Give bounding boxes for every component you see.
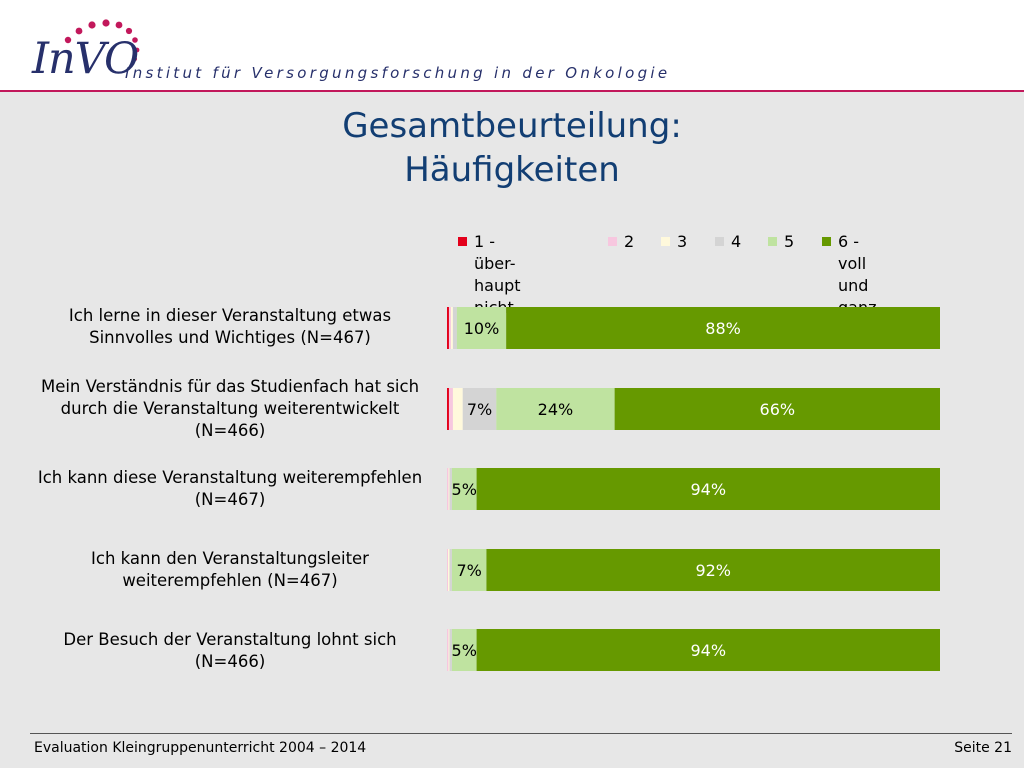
bar-segment-row1-cat6: [506, 307, 940, 349]
bar-segment-row2-cat4: [462, 388, 497, 430]
data-label-row2-cat4: 7%: [467, 400, 492, 419]
bar-segment-row5-cat4: [449, 629, 452, 671]
row-label-3: Ich kann diese Veranstaltung weiterempfe…: [37, 468, 423, 509]
bar-segment-row3-cat5: [451, 468, 477, 510]
legend-swatch-1: [458, 237, 467, 246]
title-line-2: Häufigkeiten: [404, 150, 620, 190]
legend-swatch-4: [715, 237, 724, 246]
data-label-row2-cat5: 24%: [538, 400, 574, 419]
bar-segment-row1-cat3: [450, 307, 453, 349]
bar-segment-row3-cat2: [447, 468, 449, 510]
bar-segment-row2-cat2: [448, 388, 453, 430]
data-label-row5-cat6: 94%: [691, 641, 727, 660]
legend-swatch-3: [661, 237, 670, 246]
title-line-1: Gesamtbeurteilung:: [342, 106, 682, 146]
logo-dots-icon: [64, 19, 140, 61]
header-divider: [0, 90, 1024, 92]
data-label-row3-cat6: 94%: [691, 480, 727, 499]
bar-segment-row4-cat5: [451, 549, 487, 591]
row-label-4: Ich kann den Veranstaltungsleiter weiter…: [91, 549, 369, 590]
header: InVO Institut für Versorgungsforschung i…: [0, 0, 1024, 92]
bar-segment-row2-cat3: [452, 388, 463, 430]
bar-segment-row1-cat2: [448, 307, 451, 349]
footer-divider: [30, 733, 1012, 734]
legend-label-4: 4: [731, 232, 742, 251]
legend-label-3: 3: [677, 232, 688, 251]
bar-segment-row5-cat2: [447, 629, 449, 671]
bar-segment-row3-cat6: [476, 468, 940, 510]
bar-segment-row1-cat4: [452, 307, 457, 349]
bar-segment-row3-cat4: [449, 468, 452, 510]
row-label-5: Der Besuch der Veranstaltung lohnt sich …: [63, 630, 397, 671]
legend-swatch-2: [608, 237, 617, 246]
logo: InVO: [32, 34, 139, 84]
page-number: Seite 21: [954, 740, 1012, 756]
legend-swatch-5: [768, 237, 777, 246]
bar-segment-row1-cat5: [456, 307, 507, 349]
legend-swatch-6: [822, 237, 831, 246]
bar-segment-row5-cat5: [451, 629, 477, 671]
bar-segment-row5-cat3: [448, 629, 450, 671]
data-label-row1-cat6: 88%: [705, 319, 741, 338]
bar-segment-row2-cat5: [496, 388, 615, 430]
data-label-row4-cat5: 7%: [456, 561, 481, 580]
data-label-row3-cat5: 5%: [452, 480, 477, 499]
bar-segment-row2-cat1: [447, 388, 449, 430]
bar-segment-row2-cat6: [614, 388, 940, 430]
data-label-row2-cat6: 66%: [760, 400, 796, 419]
data-label-row1-cat5: 10%: [464, 319, 500, 338]
institute-name: Institut für Versorgungsforschung in der…: [125, 64, 671, 82]
legend-label-5: 5: [784, 232, 795, 251]
footer-title: Evaluation Kleingruppenunterricht 2004 –…: [34, 740, 367, 756]
data-label-row4-cat6: 92%: [695, 561, 731, 580]
row-label-1: Ich lerne in dieser Veranstaltung etwas …: [68, 306, 392, 347]
bar-segment-row4-cat3: [447, 549, 450, 591]
data-label-row5-cat5: 5%: [452, 641, 477, 660]
bar-segment-row4-cat2: [447, 549, 448, 591]
row-label-2: Mein Verständnis für das Studienfach hat…: [40, 377, 420, 440]
bar-segment-row4-cat4: [449, 549, 452, 591]
bar-segment-row1-cat1: [447, 307, 449, 349]
page-title: Gesamtbeurteilung: Häufigkeiten: [0, 104, 1024, 192]
bar-segment-row5-cat6: [476, 629, 940, 671]
bar-segment-row4-cat6: [486, 549, 940, 591]
bar-segment-row3-cat3: [448, 468, 450, 510]
legend-label-2: 2: [624, 232, 635, 251]
